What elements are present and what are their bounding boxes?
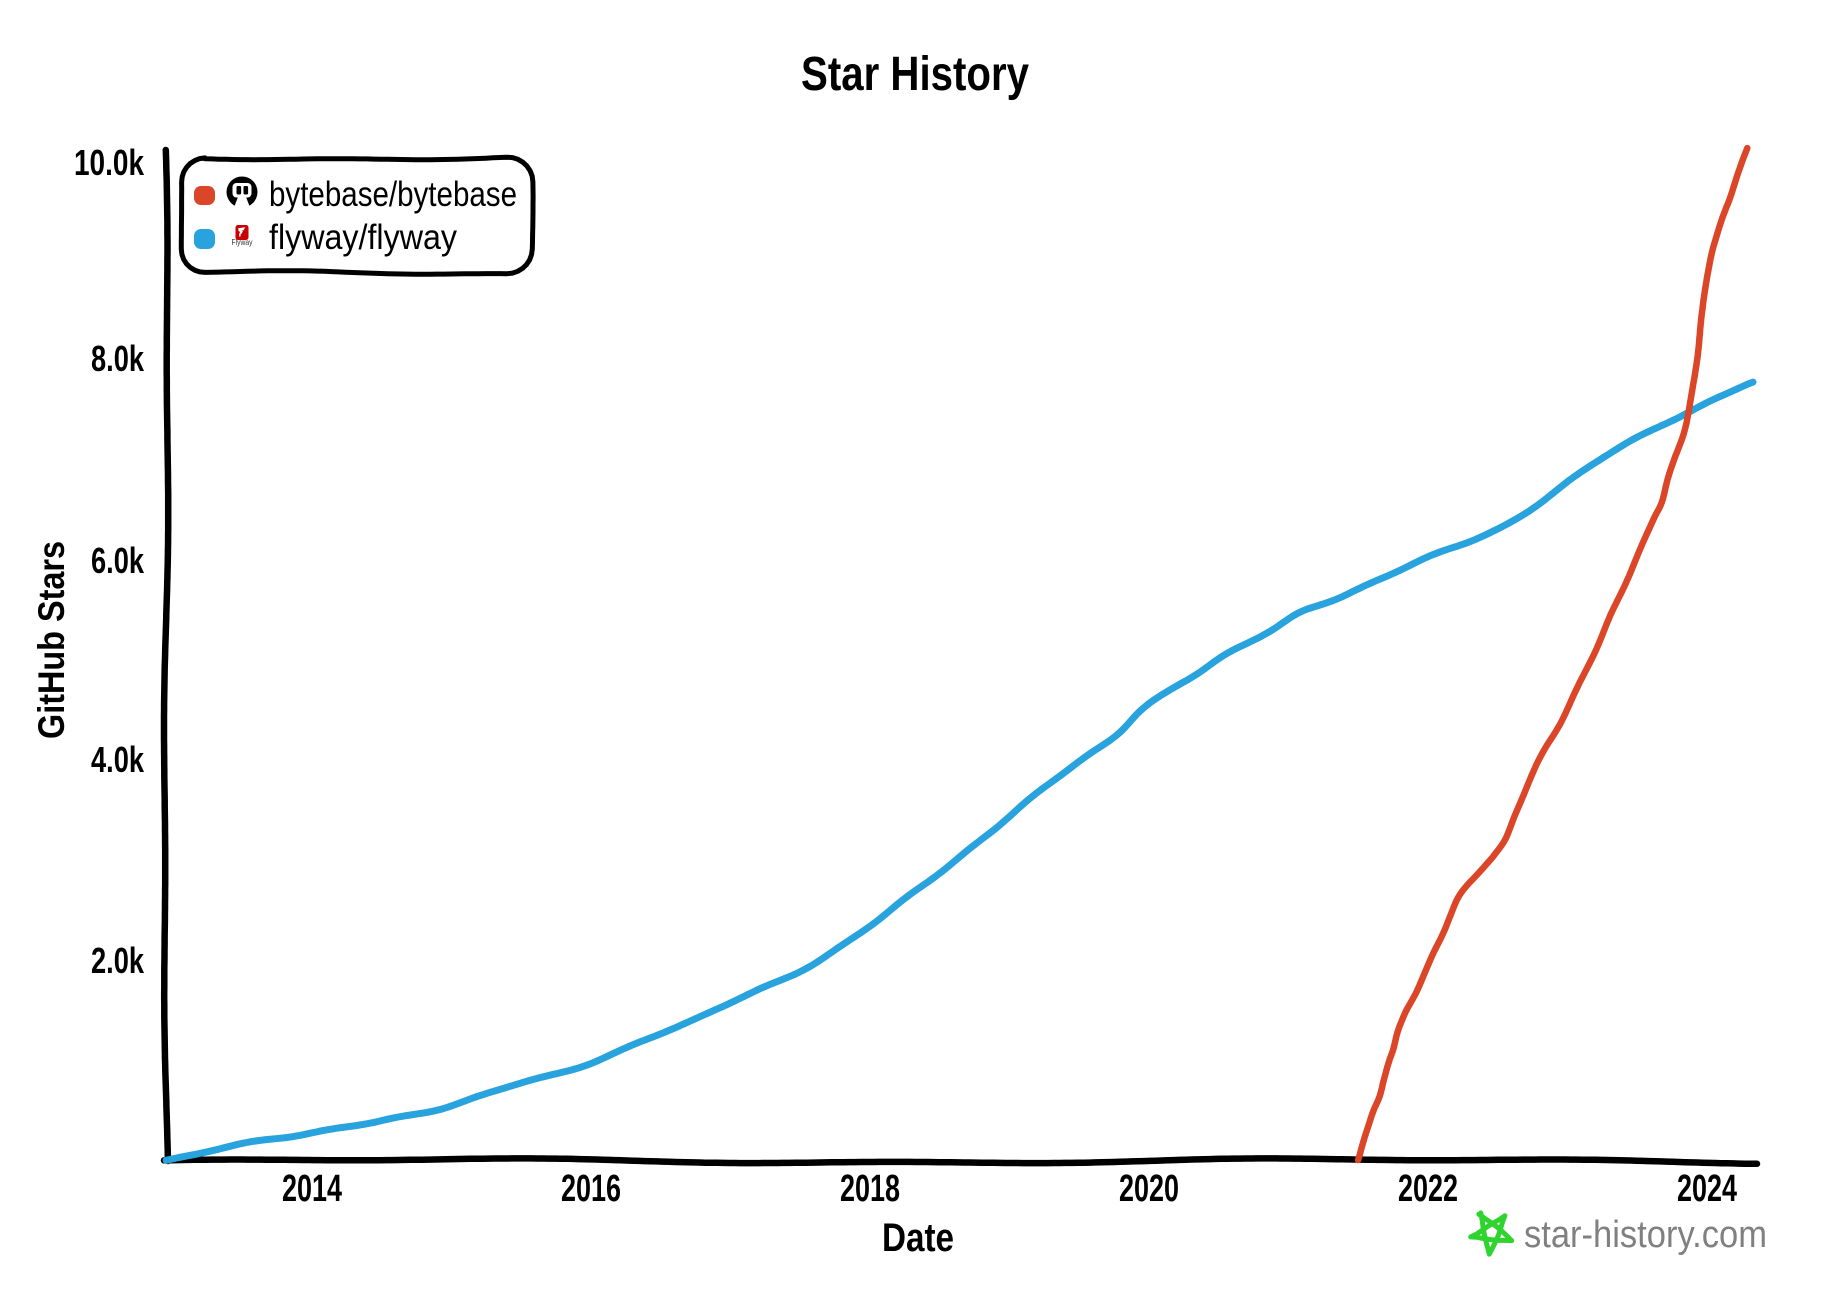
svg-text:2016: 2016 xyxy=(561,1168,621,1210)
svg-text:Flyway: Flyway xyxy=(232,238,253,247)
svg-text:6.0k: 6.0k xyxy=(91,540,145,581)
svg-text:star-history.com: star-history.com xyxy=(1524,1214,1767,1256)
svg-text:2018: 2018 xyxy=(840,1168,900,1210)
svg-text:2024: 2024 xyxy=(1677,1168,1737,1210)
svg-text:flyway/flyway: flyway/flyway xyxy=(269,218,457,257)
svg-text:8.0k: 8.0k xyxy=(91,338,145,379)
svg-text:bytebase/bytebase: bytebase/bytebase xyxy=(269,175,517,214)
svg-text:Star History: Star History xyxy=(801,48,1029,101)
svg-text:2014: 2014 xyxy=(282,1168,342,1210)
svg-text:10.0k: 10.0k xyxy=(74,142,145,183)
svg-text:4.0k: 4.0k xyxy=(91,739,145,780)
svg-text:2022: 2022 xyxy=(1398,1168,1458,1210)
svg-text:2.0k: 2.0k xyxy=(91,940,145,981)
svg-text:2020: 2020 xyxy=(1119,1168,1179,1210)
svg-text:Date: Date xyxy=(882,1216,954,1260)
svg-text:GitHub Stars: GitHub Stars xyxy=(31,541,72,739)
